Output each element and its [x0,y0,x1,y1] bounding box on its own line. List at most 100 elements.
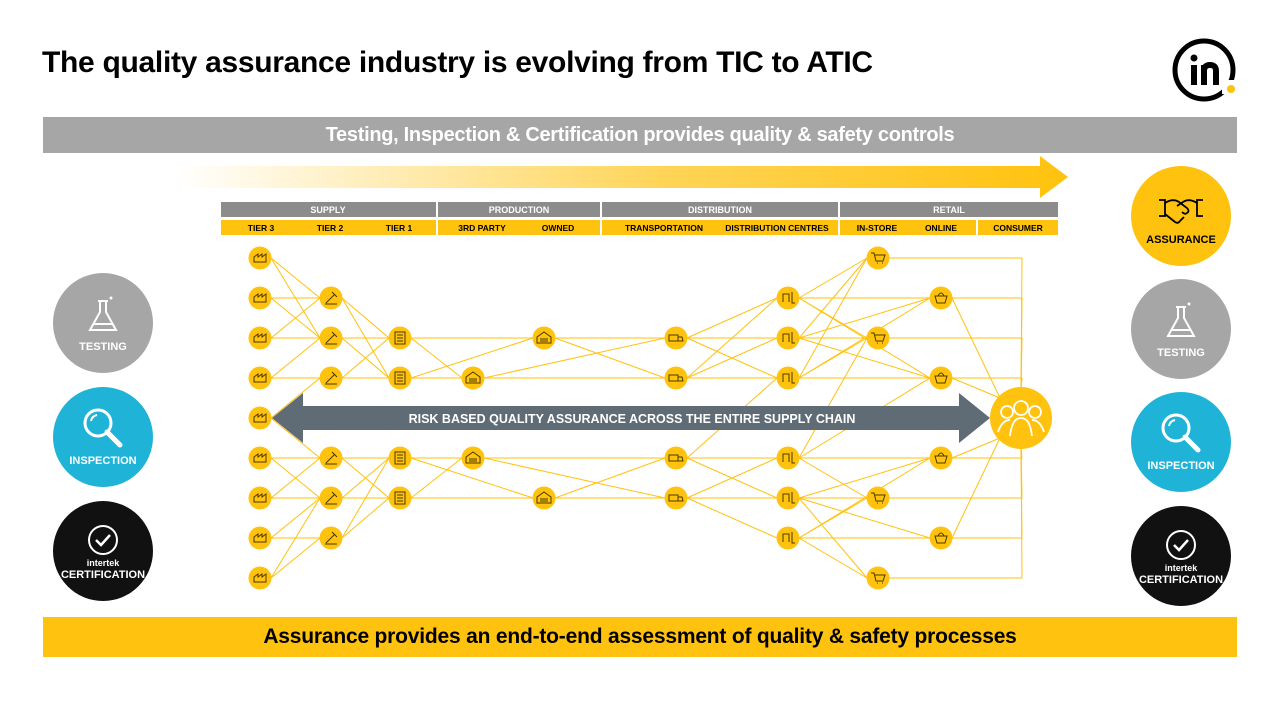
network-link [270,297,321,339]
intertek-brand-left: intertek [86,558,120,568]
bag-icon [934,452,948,464]
handshake-icon [1159,199,1203,224]
sub-distribution-centres: DISTRIBUTION CENTRES [725,223,829,233]
network-link [554,457,666,499]
network-link [686,497,778,539]
forklift-icon [782,452,795,464]
certification-label-right: CERTIFICATION [1138,574,1224,586]
header-retail [840,202,1058,217]
network-node [776,326,800,350]
network-link [270,497,321,539]
network-node [866,246,890,270]
network-node [776,486,800,510]
bag-icon [934,292,948,304]
header-production-label: PRODUCTION [489,205,550,215]
cart-icon [871,332,886,344]
factory-icon [253,573,267,583]
tool-icon [325,371,338,385]
assurance-circle: ASSURANCE [1131,166,1231,266]
network-node [929,526,953,550]
network-link [686,457,778,499]
network-link [798,537,868,579]
cart-icon [871,492,886,504]
network-link [341,337,390,379]
factory-icon [253,253,267,263]
network-link [798,337,868,459]
network-node [664,366,688,390]
network-link [554,337,666,379]
network-link [410,457,534,499]
truck-icon [668,454,684,462]
consumer-icon [997,400,1045,437]
network-node [776,526,800,550]
assurance-band: Assurance provides an end-to-end assessm… [43,617,1237,657]
header-distribution-label: DISTRIBUTION [688,205,752,215]
network-node [929,366,953,390]
network-node [929,286,953,310]
progress-arrow [175,156,1068,198]
truck-icon [668,494,684,502]
network-node [248,286,272,310]
truck-icon [668,374,684,382]
network-link [798,297,931,339]
inspection-label-right: INSPECTION [1147,460,1215,472]
network-link [798,457,868,499]
network-node [776,286,800,310]
cart-icon [871,572,886,584]
factory-icon [253,373,267,383]
network-link [270,337,321,379]
bag-icon [934,532,948,544]
page-title: The quality assurance industry is evolvi… [42,46,873,79]
network-link [483,337,666,379]
network-node [532,486,556,510]
sub-tier3: TIER 3 [248,223,275,233]
warehouse-icon [536,491,552,504]
certification-check-icon [88,525,118,555]
network-link [270,537,321,579]
network-link [798,497,931,539]
network-link [798,257,868,379]
forklift-icon [782,292,795,304]
network-link [341,457,390,499]
factory-icon [253,533,267,543]
factory-icon [253,453,267,463]
network-link [951,297,1001,399]
factory-icon [253,293,267,303]
network-link [951,437,1001,459]
network-link [686,337,778,379]
sub-3rd-party: 3RD PARTY [458,223,506,233]
network-node [664,486,688,510]
forklift-icon [782,532,795,544]
inspection-circle-right: INSPECTION [1131,392,1231,492]
sub-consumer: CONSUMER [993,223,1043,233]
network-node [248,566,272,590]
network-node [866,486,890,510]
network-node [248,486,272,510]
network-node [776,366,800,390]
network-node [532,326,556,350]
risk-arrow-label: RISK BASED QUALITY ASSURANCE ACROSS THE … [409,412,856,426]
testing-circle-left: TESTING [53,273,153,373]
network-node [664,446,688,470]
warehouse-icon [536,331,552,344]
network-node [248,446,272,470]
network-node [461,446,485,470]
tool-icon [325,531,338,545]
network-link [410,337,534,379]
risk-double-arrow [272,393,990,443]
network-node [248,326,272,350]
building-icon [394,331,406,345]
factory-icon [253,413,267,423]
network-node [866,326,890,350]
network-node [866,566,890,590]
sub-transportation: TRANSPORTATION [625,223,703,233]
magnifier-icon [83,408,123,448]
network-link [798,337,931,379]
warehouse-icon [465,451,481,464]
intertek-logo-icon [1172,38,1236,102]
truck-icon [668,334,684,342]
network-node [248,246,272,270]
header-supply [221,202,436,217]
certification-circle-left: intertek CERTIFICATION [53,501,153,601]
